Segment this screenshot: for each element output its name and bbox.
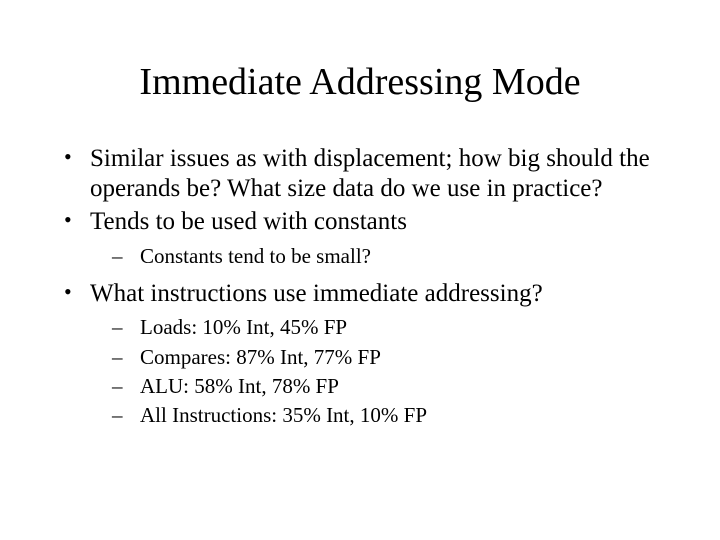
bullet-list: Similar issues as with displacement; how…	[50, 144, 670, 428]
sub-bullet-text: Constants tend to be small?	[140, 244, 371, 268]
bullet-text: Tends to be used with constants	[90, 208, 407, 235]
sub-bullet-text: All Instructions: 35% Int, 10% FP	[140, 403, 427, 427]
list-item: Similar issues as with displacement; how…	[50, 144, 670, 203]
sub-bullet-list: Constants tend to be small?	[90, 243, 670, 269]
list-item: Loads: 10% Int, 45% FP	[90, 314, 670, 340]
sub-bullet-text: Loads: 10% Int, 45% FP	[140, 315, 347, 339]
list-item: What instructions use immediate addressi…	[50, 279, 670, 429]
slide-title: Immediate Addressing Mode	[50, 60, 670, 104]
slide-container: Immediate Addressing Mode Similar issues…	[0, 0, 720, 540]
list-item: All Instructions: 35% Int, 10% FP	[90, 402, 670, 428]
list-item: Compares: 87% Int, 77% FP	[90, 344, 670, 370]
list-item: Constants tend to be small?	[90, 243, 670, 269]
list-item: ALU: 58% Int, 78% FP	[90, 373, 670, 399]
bullet-text: Similar issues as with displacement; how…	[90, 145, 650, 202]
bullet-text: What instructions use immediate addressi…	[90, 280, 543, 307]
list-item: Tends to be used with constants Constant…	[50, 207, 670, 269]
sub-bullet-list: Loads: 10% Int, 45% FP Compares: 87% Int…	[90, 314, 670, 428]
sub-bullet-text: ALU: 58% Int, 78% FP	[140, 374, 339, 398]
sub-bullet-text: Compares: 87% Int, 77% FP	[140, 345, 381, 369]
